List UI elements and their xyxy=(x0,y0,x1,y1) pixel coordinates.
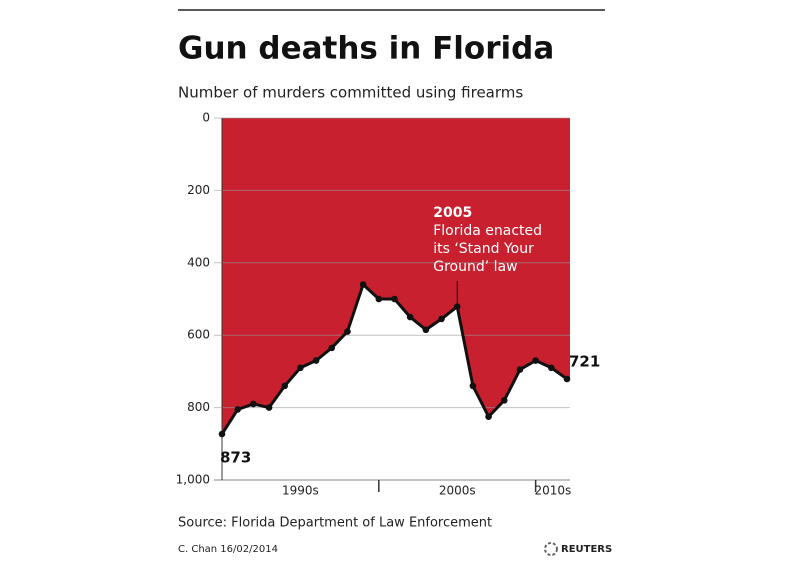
y-tick-label: 400 xyxy=(187,255,210,269)
y-tick-label: 200 xyxy=(187,183,210,197)
marker xyxy=(234,406,241,413)
y-tick-label: 0 xyxy=(202,111,210,125)
area xyxy=(222,118,570,435)
marker xyxy=(375,295,383,303)
x-tick-label: 1990s xyxy=(282,484,319,498)
brand: REUTERS xyxy=(561,544,612,555)
annotation-text: Florida enacted xyxy=(433,223,542,239)
marker xyxy=(312,357,320,364)
marker xyxy=(218,430,226,438)
marker xyxy=(516,366,524,373)
data-label: 721 xyxy=(569,353,600,371)
marker xyxy=(500,397,508,404)
annotation-text: Ground’ law xyxy=(433,259,517,275)
y-tick-label: 1,000 xyxy=(176,473,210,487)
y-tick-label: 800 xyxy=(187,400,210,414)
marker xyxy=(422,326,430,334)
y-tick-label: 600 xyxy=(187,328,210,342)
marker xyxy=(250,400,257,408)
annotation-text: its ‘Stand Your xyxy=(433,241,534,257)
x-tick-label: 2000s xyxy=(439,484,476,498)
marker xyxy=(406,313,414,321)
marker xyxy=(485,413,492,420)
chart-title: Gun deaths in Florida xyxy=(178,31,554,67)
marker xyxy=(281,382,289,390)
annotation-title: 2005 xyxy=(433,205,472,221)
marker xyxy=(297,364,304,372)
marker xyxy=(563,375,571,383)
brand-logo xyxy=(544,542,558,556)
source: Source: Florida Department of Law Enforc… xyxy=(178,516,492,531)
marker xyxy=(391,295,398,303)
marker xyxy=(344,328,351,335)
marker xyxy=(469,382,477,390)
marker xyxy=(359,281,367,288)
credit: C. Chan 16/02/2014 xyxy=(178,544,278,555)
chart-subtitle: Number of murders committed using firear… xyxy=(178,84,523,102)
marker xyxy=(438,315,445,323)
marker xyxy=(548,364,555,372)
marker xyxy=(328,344,336,352)
data-label: 873 xyxy=(220,449,251,467)
x-tick-label: 2010s xyxy=(534,484,571,498)
marker xyxy=(265,404,273,411)
marker xyxy=(532,357,539,364)
